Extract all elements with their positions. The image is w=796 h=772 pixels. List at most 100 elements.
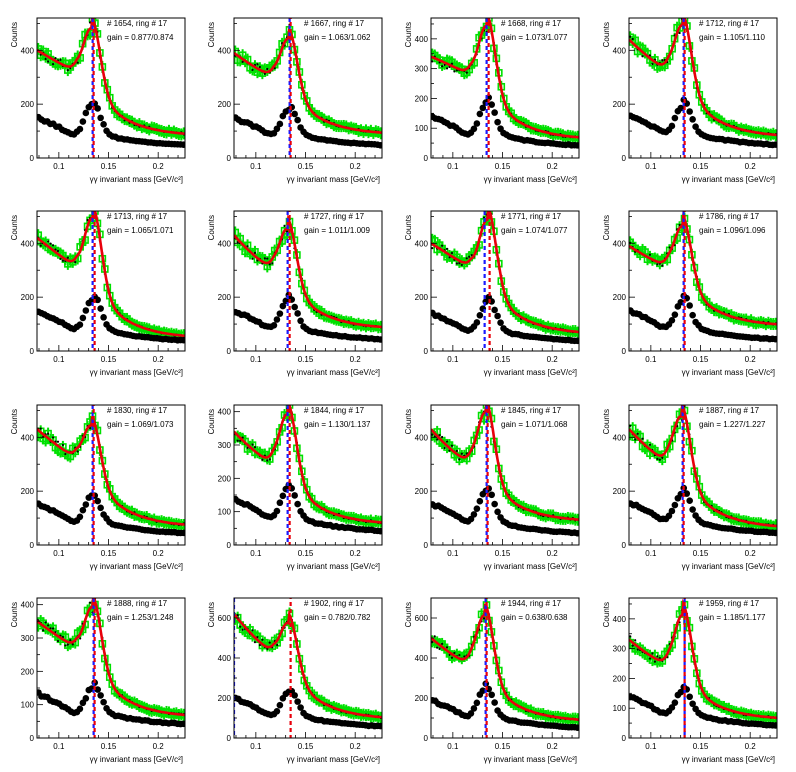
y-tick-label: 300: [21, 634, 35, 643]
fit-curve: [234, 609, 382, 719]
fit-curve: [234, 405, 382, 524]
x-tick-label: 0.1: [447, 549, 459, 558]
panel-id-label: # 1902, ring # 17: [304, 599, 365, 608]
signal-point: [488, 101, 495, 108]
panel-gain-label: gain = 1.011/1.009: [304, 226, 370, 235]
panel-gain-label: gain = 1.130/1.137: [304, 420, 371, 429]
x-tick-label: 0.15: [101, 162, 117, 171]
data-point: [251, 629, 254, 632]
signal-point: [686, 108, 693, 115]
y-axis-label: Counts: [10, 602, 19, 627]
signal-series: [234, 103, 382, 149]
signal-point: [574, 142, 579, 149]
signal-point: [671, 501, 679, 509]
x-tick-label: 0.2: [350, 549, 362, 558]
signal-point: [473, 505, 481, 512]
signal-point: [297, 317, 304, 325]
y-tick-label: 0: [424, 154, 429, 163]
x-tick-label: 0.15: [693, 355, 709, 364]
x-axis: 0.1 0.15 0.2 γγ invariant mass [GeV/c²]: [38, 345, 183, 377]
signal-series: [431, 94, 579, 149]
x-tick-label: 0.1: [53, 742, 65, 751]
y-tick-label: 0: [424, 734, 429, 743]
y-axis-label: Counts: [602, 22, 611, 47]
x-tick-label: 0.2: [153, 355, 165, 364]
signal-series: [431, 293, 579, 345]
signal-point: [476, 311, 484, 319]
data-point: [438, 433, 441, 437]
x-tick-label: 0.1: [250, 742, 262, 751]
signal-point: [574, 724, 579, 731]
chart-panel-8: 0.1 0.15 0.2 γγ invariant mass [GeV/c²] 0 200…: [602, 210, 778, 377]
data-point: [482, 617, 486, 620]
panel-id-label: # 1667, ring # 17: [304, 19, 365, 28]
data-point: [56, 440, 60, 443]
y-tick-label: 0: [227, 347, 232, 356]
signal-point: [491, 306, 498, 314]
data-point: [263, 257, 266, 260]
chart-panel-3: 0.1 0.15 0.2 γγ invariant mass [GeV/c²] 0 100…: [404, 17, 580, 184]
data-point: [266, 257, 269, 260]
signal-point: [79, 314, 87, 322]
data-point: [79, 637, 82, 640]
data-point: [445, 247, 449, 250]
data-point: [651, 62, 654, 66]
signal-point: [94, 105, 101, 112]
signal-point: [100, 121, 107, 128]
x-tick-label: 0.1: [447, 355, 459, 364]
signal-series: [37, 679, 185, 728]
signal-series: [629, 683, 777, 729]
data-point: [71, 643, 74, 646]
y-tick-label: 200: [21, 667, 35, 676]
y-axis-label: Counts: [602, 215, 611, 240]
signal-point: [689, 506, 696, 513]
signal-series: [234, 481, 382, 535]
y-axis-label: Counts: [207, 215, 216, 240]
x-axis-label: γγ invariant mass [GeV/c²]: [287, 562, 380, 571]
signal-point: [479, 104, 487, 112]
x-tick-label: 0.2: [547, 549, 559, 558]
chart-panel-16: 0.1 0.15 0.2 γγ invariant mass [GeV/c²] 0 100…: [602, 597, 778, 764]
data-point: [441, 435, 444, 439]
data-point: [258, 644, 261, 647]
x-axis-label: γγ invariant mass [GeV/c²]: [90, 755, 183, 764]
signal-point: [671, 114, 679, 122]
data-point: [261, 458, 264, 461]
data-point: [656, 655, 659, 658]
data-point: [44, 57, 47, 60]
data-point: [76, 61, 79, 64]
signal-point: [491, 699, 498, 706]
data-point: [268, 458, 271, 461]
data-point: [69, 638, 72, 642]
y-tick-label: 400: [613, 239, 627, 248]
data-point: [431, 640, 434, 644]
x-tick-label: 0.2: [547, 162, 559, 171]
x-axis: 0.1 0.15 0.2 γγ invariant mass [GeV/c²]: [235, 732, 380, 764]
plot-area: [431, 405, 579, 545]
chart-panel-5: 0.1 0.15 0.2 γγ invariant mass [GeV/c²] 0 200…: [10, 210, 186, 377]
x-tick-label: 0.15: [298, 549, 314, 558]
y-axis-label: Counts: [10, 22, 19, 47]
y-axis-label: Counts: [207, 602, 216, 627]
signal-series: [234, 291, 382, 343]
chart-panel-12: 0.1 0.15 0.2 γγ invariant mass [GeV/c²] 0 200…: [602, 404, 778, 571]
signal-point: [467, 710, 475, 717]
y-tick-label: 100: [218, 508, 232, 517]
data-point: [445, 440, 449, 443]
data-point: [266, 67, 269, 71]
data-point: [56, 639, 60, 643]
data-point: [251, 443, 254, 446]
x-tick-label: 0.15: [298, 162, 314, 171]
signal-point: [291, 303, 298, 311]
x-tick-label: 0.15: [693, 742, 709, 751]
signal-point: [692, 123, 699, 131]
y-tick-label: 100: [613, 704, 627, 713]
y-axis-label: Counts: [10, 409, 19, 434]
y-axis-label: Counts: [404, 602, 413, 627]
fit-curve: [37, 18, 185, 135]
signal-point: [279, 302, 287, 310]
data-point: [47, 240, 50, 243]
fit-curve: [629, 211, 777, 326]
